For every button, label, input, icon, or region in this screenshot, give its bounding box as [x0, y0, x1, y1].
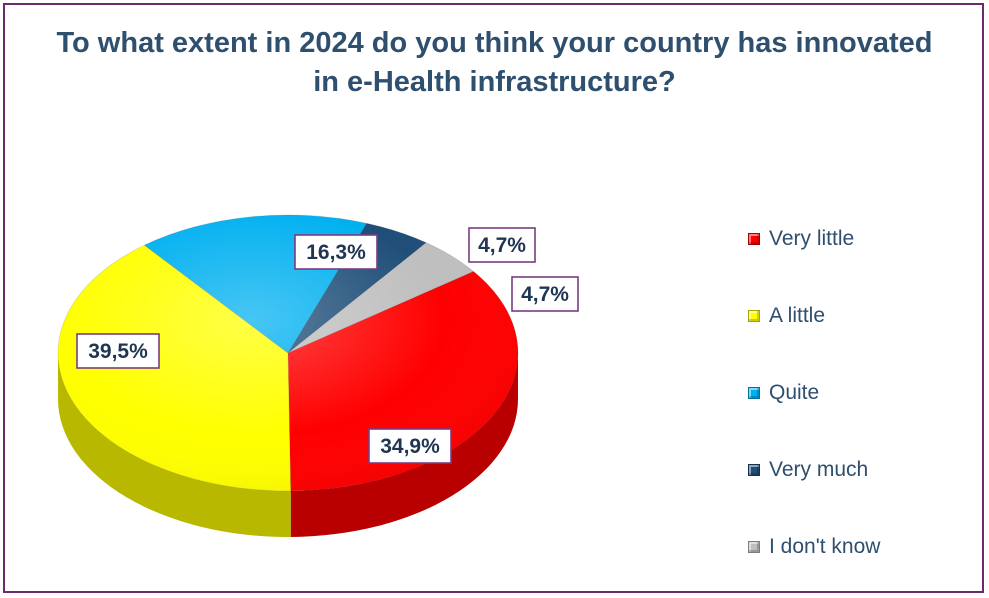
legend-swatch-dont-know [748, 541, 760, 553]
pie-slices [57, 214, 519, 492]
pie-shine [58, 215, 518, 491]
legend-swatch-very-much [748, 464, 760, 476]
data-label-a-little: 39,5% [76, 333, 160, 369]
legend-item-a-little: A little [748, 299, 880, 333]
data-label-text-a-little: 39,5% [88, 340, 148, 363]
legend-item-dont-know: I don't know [748, 530, 880, 564]
legend-swatch-a-little [748, 310, 760, 322]
pie-side-very-little [290, 353, 518, 537]
legend-item-very-little: Very little [748, 222, 880, 256]
pie-side-walls [58, 353, 518, 537]
legend-label-dont-know: I don't know [769, 535, 881, 558]
legend-label-quite: Quite [769, 381, 820, 404]
legend-item-very-much: Very much [748, 453, 880, 487]
legend-label-a-little: A little [769, 304, 826, 327]
pie-data-labels: 34,9% 39,5% 16,3% 4,7% 4,7% [76, 227, 579, 464]
pie-side-a-little [58, 353, 291, 537]
data-label-very-much: 4,7% [468, 227, 536, 263]
chart-title: To what extent in 2024 do you think your… [56, 27, 933, 98]
data-label-text-very-little: 34,9% [380, 435, 440, 458]
data-label-text-very-much: 4,7% [478, 234, 526, 257]
data-label-very-little: 34,9% [368, 428, 452, 464]
legend-label-very-little: Very little [769, 227, 855, 250]
legend-label-very-much: Very much [769, 458, 869, 481]
legend-swatch-quite [748, 387, 760, 399]
data-label-dont-know: 4,7% [511, 276, 579, 312]
data-label-text-quite: 16,3% [306, 241, 366, 264]
legend-swatch-very-little [748, 233, 760, 245]
legend-item-quite: Quite [748, 376, 880, 410]
data-label-quite: 16,3% [294, 234, 378, 270]
legend: Very little A little Quite Very much I d… [748, 222, 880, 564]
data-label-text-dont-know: 4,7% [521, 283, 569, 306]
